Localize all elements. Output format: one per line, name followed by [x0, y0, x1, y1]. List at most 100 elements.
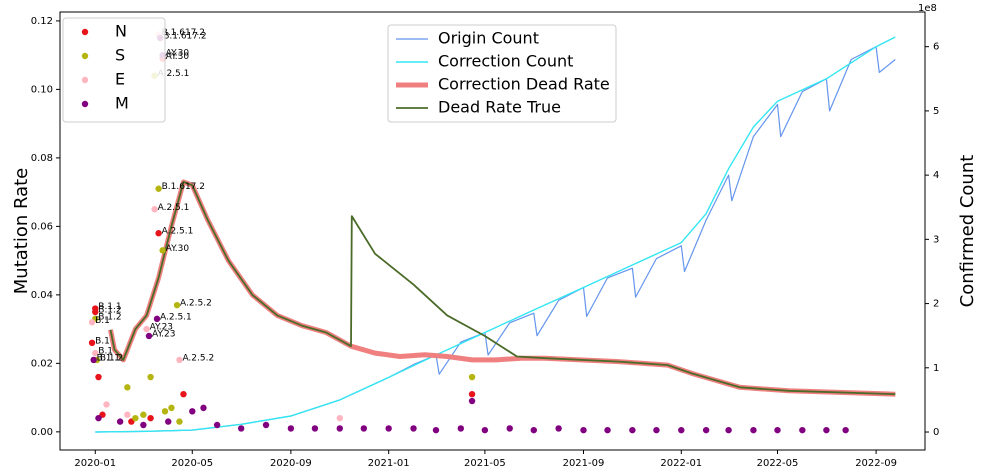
point: [147, 414, 154, 422]
point-label: B.1: [95, 316, 110, 326]
point-label: B.1.1: [98, 302, 121, 312]
x-tick-label: 2021-09: [563, 458, 605, 467]
legend-label: Dead Rate True: [438, 98, 561, 117]
y-tick-label: 0.12: [31, 16, 53, 27]
point-label: A.2.5.2: [180, 299, 212, 309]
point-label: B.1: [98, 347, 113, 357]
y2-tick-label: 4: [933, 170, 939, 181]
point: [151, 206, 158, 213]
point: [774, 426, 781, 434]
y-tick-label: 0.04: [31, 290, 53, 301]
point: [95, 373, 102, 381]
point-label: AY.30: [166, 52, 190, 62]
y2-offset: 1e8: [918, 3, 937, 14]
point: [92, 308, 99, 316]
point: [103, 401, 110, 408]
point: [155, 185, 162, 192]
point: [155, 230, 162, 237]
point-label: AY.23: [150, 323, 173, 333]
point-label: B.1.2: [98, 312, 121, 322]
line: [108, 179, 896, 397]
legend-box: [62, 17, 166, 123]
point-label: AY.30: [166, 244, 190, 254]
y2-tick-label: 3: [933, 234, 939, 245]
point-label: A.2.5.1: [158, 203, 190, 213]
line: [95, 36, 896, 433]
legend-label: Correction Dead Rate: [438, 75, 610, 94]
point: [555, 425, 562, 432]
point-label: A.2.5.1: [160, 312, 192, 322]
legend-label: M: [115, 94, 129, 113]
point: [147, 373, 154, 381]
point: [200, 404, 207, 412]
point: [629, 426, 636, 434]
point: [653, 426, 660, 434]
point-label: A.2.5.1: [162, 227, 194, 237]
point: [168, 404, 175, 412]
point: [468, 373, 476, 381]
point: [159, 247, 166, 254]
point: [88, 339, 96, 347]
point: [678, 426, 685, 434]
point: [132, 414, 139, 422]
point: [823, 426, 830, 434]
plot-frame: [59, 11, 926, 451]
legend-marker: [81, 76, 89, 84]
x-tick-label: 2021-05: [464, 458, 506, 467]
x-tick-label: 2022-05: [757, 458, 799, 467]
point: [213, 421, 221, 429]
y2-tick-label: 2: [933, 299, 939, 310]
legend-label: N: [115, 22, 127, 41]
point: [92, 349, 99, 357]
point-label: B.1.617.2: [162, 182, 205, 192]
point: [468, 397, 476, 405]
point: [153, 315, 161, 323]
point: [311, 425, 319, 432]
point: [287, 425, 295, 432]
y2-tick-label: 6: [933, 42, 939, 53]
point: [468, 390, 476, 398]
point: [161, 408, 169, 415]
point: [116, 418, 124, 425]
point: [180, 390, 187, 398]
point: [237, 425, 245, 432]
legend-label: S: [115, 46, 125, 65]
point: [506, 425, 513, 432]
point: [580, 426, 587, 434]
y-tick-label: 0.06: [31, 221, 53, 232]
y-axis-label: Mutation Rate: [11, 168, 32, 295]
point: [189, 408, 196, 415]
line: [109, 181, 896, 396]
point: [725, 426, 732, 434]
legend-label: E: [115, 70, 125, 89]
y-tick-label: 0.10: [31, 84, 53, 95]
point: [410, 425, 417, 432]
point: [140, 411, 147, 418]
x-tick-label: 2020-05: [171, 458, 213, 467]
point: [262, 421, 270, 429]
point: [799, 426, 806, 434]
point: [88, 319, 96, 326]
point-label: B.1.2: [100, 353, 123, 363]
x-tick-label: 2020-01: [74, 458, 116, 467]
point: [385, 425, 392, 432]
y2-tick-label: 5: [933, 106, 939, 117]
point-label: AY.23: [152, 329, 175, 339]
point-label: B.1.1: [97, 353, 120, 363]
point: [360, 425, 368, 432]
y-tick-label: 0.00: [31, 427, 53, 438]
point: [140, 421, 147, 429]
y2-tick-label: 0: [933, 427, 939, 438]
point: [90, 356, 97, 364]
y-tick-label: 0.08: [31, 153, 53, 164]
point: [173, 301, 181, 309]
point-label: B.1.2: [98, 305, 121, 315]
point-label: B.1: [95, 336, 110, 346]
point: [145, 332, 153, 340]
y2-axis-label: Confirmed Count: [957, 155, 978, 308]
point: [750, 426, 757, 434]
point: [702, 426, 710, 434]
point: [530, 426, 537, 434]
point: [176, 418, 183, 425]
